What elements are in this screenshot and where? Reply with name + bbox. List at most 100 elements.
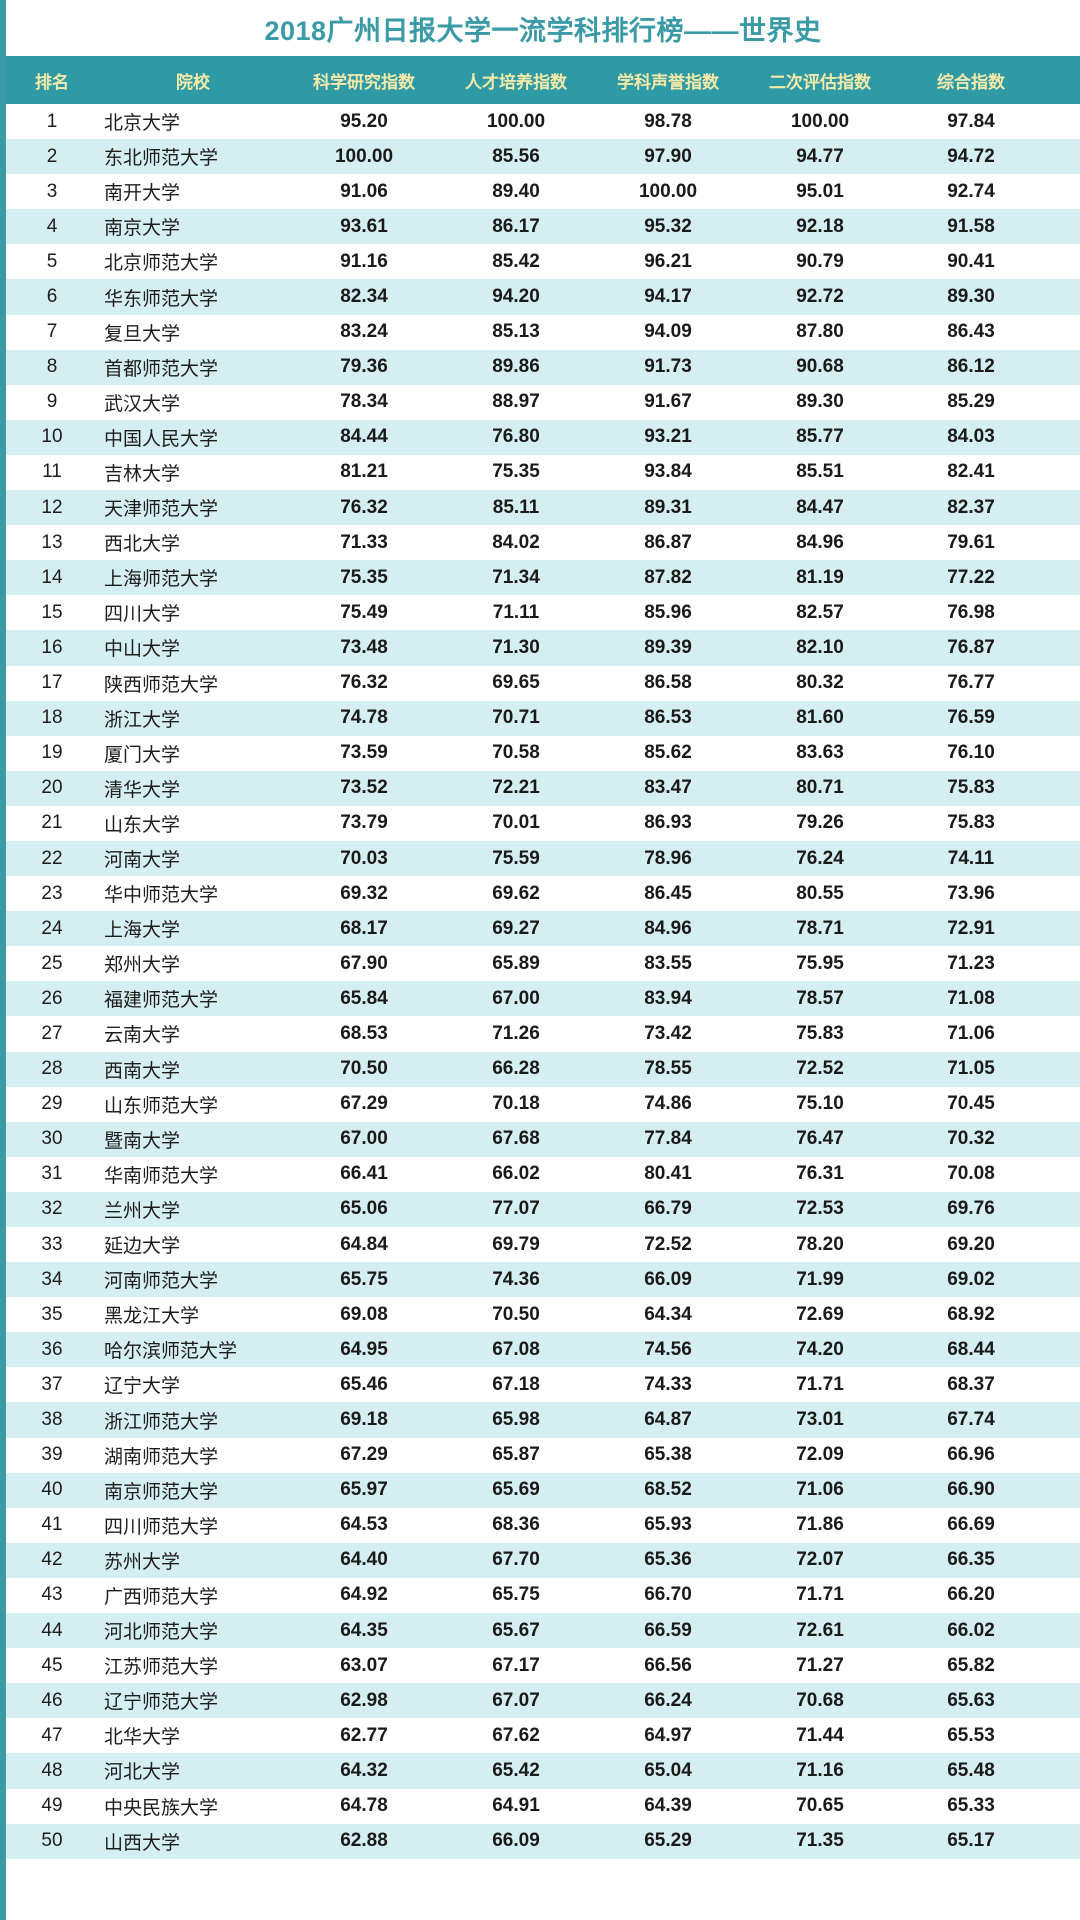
cell-reputation-index: 86.58 <box>644 672 692 694</box>
table-row: 28 西南大学 70.50 66.28 78.55 72.52 71.05 <box>6 1051 1080 1087</box>
cell-research-index: 66.41 <box>340 1163 388 1185</box>
cell-secondary-eval-index: 70.65 <box>796 1795 844 1817</box>
cell-reputation-index: 65.04 <box>644 1759 692 1781</box>
cell-talent-index: 69.79 <box>492 1233 540 1255</box>
cell-research-index: 75.49 <box>340 601 388 623</box>
cell-talent-index: 67.08 <box>492 1338 540 1360</box>
cell-reputation-index: 64.87 <box>644 1409 692 1431</box>
cell-reputation-index: 64.39 <box>644 1795 692 1817</box>
cell-university: 河南大学 <box>104 850 181 872</box>
cell-research-index: 67.90 <box>340 952 388 974</box>
table-row: 30 暨南大学 67.00 67.68 77.84 76.47 70.32 <box>6 1121 1080 1157</box>
cell-talent-index: 67.07 <box>492 1689 540 1711</box>
cell-talent-index: 100.00 <box>486 110 546 132</box>
cell-talent-index: 74.36 <box>492 1268 540 1290</box>
cell-reputation-index: 66.24 <box>644 1689 692 1711</box>
cell-reputation-index: 89.39 <box>644 636 692 658</box>
cell-secondary-eval-index: 90.79 <box>796 250 844 272</box>
cell-secondary-eval-index: 75.83 <box>796 1022 844 1044</box>
cell-research-index: 70.50 <box>340 1058 388 1080</box>
cell-composite-index: 86.12 <box>947 356 995 378</box>
cell-composite-index: 70.32 <box>947 1128 995 1150</box>
table-row: 23 华中师范大学 69.32 69.62 86.45 80.55 73.96 <box>6 876 1080 912</box>
cell-secondary-eval-index: 75.10 <box>796 1093 844 1115</box>
cell-research-index: 64.40 <box>340 1549 388 1571</box>
cell-talent-index: 67.68 <box>492 1128 540 1150</box>
cell-research-index: 68.53 <box>340 1022 388 1044</box>
cell-university: 河北大学 <box>104 1762 181 1784</box>
table-row: 42 苏州大学 64.40 67.70 65.36 72.07 66.35 <box>6 1542 1080 1578</box>
cell-composite-index: 65.33 <box>947 1795 995 1817</box>
column-header-rank: 排名 <box>35 72 69 92</box>
cell-research-index: 75.35 <box>340 566 388 588</box>
cell-secondary-eval-index: 76.31 <box>796 1163 844 1185</box>
cell-talent-index: 65.98 <box>492 1409 540 1431</box>
cell-university: 复旦大学 <box>104 323 181 345</box>
cell-rank: 42 <box>41 1549 63 1571</box>
cell-reputation-index: 74.33 <box>644 1373 692 1395</box>
cell-talent-index: 64.91 <box>492 1795 540 1817</box>
table-row: 29 山东师范大学 67.29 70.18 74.86 75.10 70.45 <box>6 1086 1080 1122</box>
cell-reputation-index: 98.78 <box>644 110 692 132</box>
cell-talent-index: 65.89 <box>492 952 540 974</box>
cell-talent-index: 66.09 <box>492 1830 540 1852</box>
cell-composite-index: 75.83 <box>947 812 995 834</box>
table-row: 46 辽宁师范大学 62.98 67.07 66.24 70.68 65.63 <box>6 1683 1080 1719</box>
cell-reputation-index: 73.42 <box>644 1022 692 1044</box>
page-title: 2018广州日报大学一流学科排行榜——世界史 <box>264 15 822 46</box>
cell-university: 上海师范大学 <box>104 569 219 591</box>
cell-secondary-eval-index: 81.60 <box>796 707 844 729</box>
cell-rank: 4 <box>46 215 58 237</box>
cell-rank: 45 <box>41 1654 63 1676</box>
cell-composite-index: 66.90 <box>947 1479 995 1501</box>
cell-composite-index: 68.37 <box>947 1373 995 1395</box>
cell-university: 苏州大学 <box>104 1551 181 1573</box>
cell-research-index: 84.44 <box>340 426 388 448</box>
cell-composite-index: 94.72 <box>947 145 995 167</box>
cell-talent-index: 75.35 <box>492 461 540 483</box>
cell-rank: 29 <box>41 1093 63 1115</box>
cell-research-index: 91.06 <box>340 180 388 202</box>
cell-rank: 21 <box>41 812 63 834</box>
table-row: 33 延边大学 64.84 69.79 72.52 78.20 69.20 <box>6 1227 1080 1263</box>
cell-university: 首都师范大学 <box>104 358 219 380</box>
cell-rank: 46 <box>41 1689 63 1711</box>
cell-research-index: 62.77 <box>340 1724 388 1746</box>
cell-university: 西北大学 <box>104 534 181 556</box>
cell-composite-index: 89.30 <box>947 286 995 308</box>
cell-rank: 40 <box>41 1479 63 1501</box>
cell-research-index: 73.79 <box>340 812 388 834</box>
cell-composite-index: 66.02 <box>947 1619 995 1641</box>
cell-composite-index: 76.98 <box>947 601 995 623</box>
cell-talent-index: 70.71 <box>492 707 540 729</box>
cell-secondary-eval-index: 100.00 <box>790 110 850 132</box>
cell-composite-index: 66.69 <box>947 1514 995 1536</box>
cell-secondary-eval-index: 75.95 <box>796 952 844 974</box>
cell-composite-index: 71.08 <box>947 987 995 1009</box>
cell-reputation-index: 83.47 <box>644 777 692 799</box>
cell-secondary-eval-index: 72.09 <box>796 1444 844 1466</box>
cell-talent-index: 85.42 <box>492 250 540 272</box>
cell-reputation-index: 86.93 <box>644 812 692 834</box>
cell-secondary-eval-index: 71.71 <box>796 1373 844 1395</box>
cell-secondary-eval-index: 71.86 <box>796 1514 844 1536</box>
cell-research-index: 83.24 <box>340 321 388 343</box>
table-row: 48 河北大学 64.32 65.42 65.04 71.16 65.48 <box>6 1753 1080 1789</box>
cell-reputation-index: 86.45 <box>644 882 692 904</box>
cell-rank: 10 <box>41 426 63 448</box>
cell-research-index: 64.53 <box>340 1514 388 1536</box>
cell-reputation-index: 86.53 <box>644 707 692 729</box>
cell-secondary-eval-index: 82.57 <box>796 601 844 623</box>
cell-secondary-eval-index: 72.07 <box>796 1549 844 1571</box>
cell-secondary-eval-index: 72.52 <box>796 1058 844 1080</box>
cell-rank: 32 <box>41 1198 63 1220</box>
cell-research-index: 78.34 <box>340 391 388 413</box>
cell-university: 北京师范大学 <box>104 253 219 275</box>
cell-talent-index: 65.67 <box>492 1619 540 1641</box>
cell-university: 郑州大学 <box>104 955 181 977</box>
cell-university: 四川师范大学 <box>104 1516 219 1538</box>
table-row: 35 黑龙江大学 69.08 70.50 64.34 72.69 68.92 <box>6 1297 1080 1333</box>
cell-reputation-index: 87.82 <box>644 566 692 588</box>
cell-reputation-index: 64.34 <box>644 1303 692 1325</box>
